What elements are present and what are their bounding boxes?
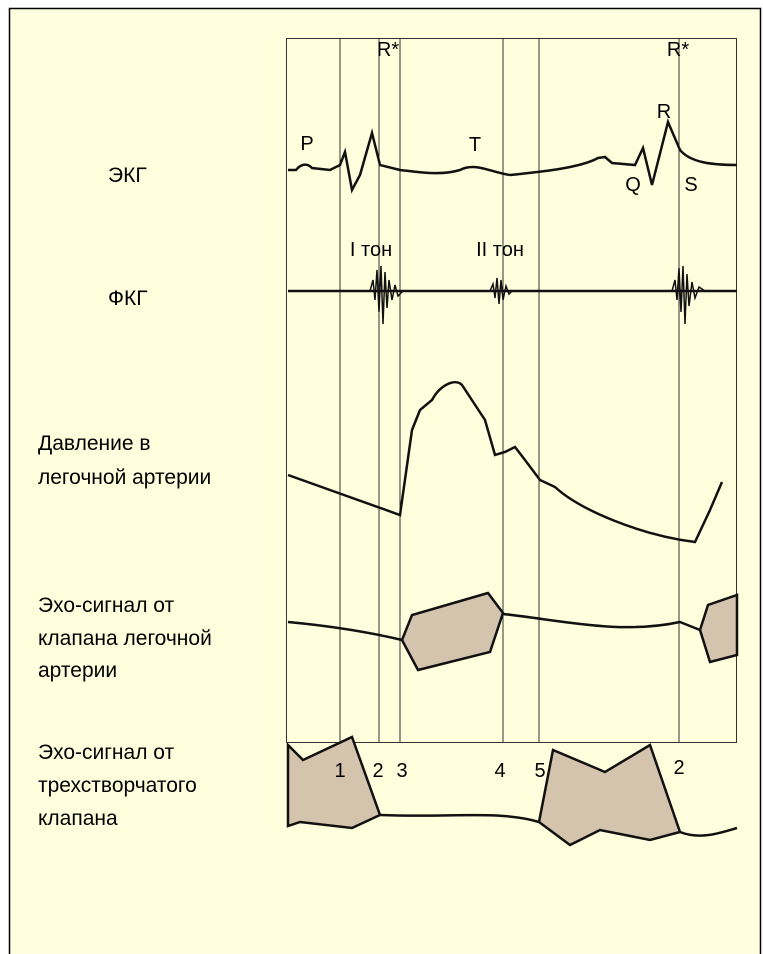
second-tone (489, 277, 513, 305)
echo-line (287, 620, 403, 642)
row-label: клапана (38, 807, 118, 830)
row-label: ФКГ (108, 287, 148, 310)
ecg-curve (288, 118, 738, 194)
time-lines (339, 38, 680, 742)
time-label: 4 (494, 760, 505, 782)
echo-shape (698, 593, 739, 664)
echo-shape (400, 591, 505, 672)
row-label: клапана легочной (38, 627, 212, 650)
row-label: трехстворчатого (38, 774, 197, 797)
wave-label: R (657, 101, 671, 123)
pcg-curve (288, 265, 737, 325)
echo-line (379, 813, 540, 824)
wave-label: I тон (350, 239, 392, 261)
pulmonary-echo (287, 591, 739, 672)
time-label: 1 (334, 760, 345, 782)
wave-label: S (684, 174, 697, 196)
echo-line (502, 612, 701, 632)
time-label: 5 (534, 760, 545, 782)
wave-label: T (469, 134, 481, 156)
row-label: Давление в (38, 432, 151, 455)
wave-label: P (300, 133, 313, 155)
row-label: Эхо-сигнал от (38, 741, 175, 764)
time-label: 2 (372, 760, 383, 782)
echo-line (679, 826, 738, 837)
row-label: ЭКГ (108, 164, 147, 187)
first-tone (671, 265, 706, 325)
row-label: артерии (38, 659, 117, 682)
row-label: легочной артерии (38, 466, 211, 489)
marker-label: R* (377, 39, 399, 61)
time-label: 3 (396, 760, 407, 782)
first-tone (369, 265, 404, 325)
wave-label: II тон (476, 239, 524, 261)
pressure-curve (287, 381, 724, 544)
echo-shape (286, 735, 382, 830)
plot-frame (286, 38, 737, 743)
time-label: 2 (673, 757, 684, 779)
row-label: Эхо-сигнал от (38, 594, 175, 617)
tricuspid-echo (286, 735, 738, 847)
marker-label: R* (667, 39, 689, 61)
wave-label: Q (625, 174, 641, 196)
